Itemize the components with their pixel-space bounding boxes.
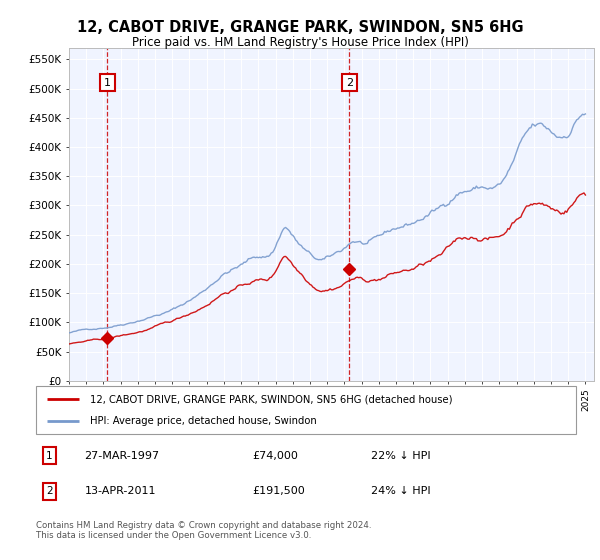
- Text: 1: 1: [104, 78, 111, 87]
- Text: £74,000: £74,000: [252, 451, 298, 461]
- Text: 13-APR-2011: 13-APR-2011: [85, 486, 156, 496]
- Text: £191,500: £191,500: [252, 486, 305, 496]
- Text: Contains HM Land Registry data © Crown copyright and database right 2024.
This d: Contains HM Land Registry data © Crown c…: [36, 521, 371, 540]
- Text: 12, CABOT DRIVE, GRANGE PARK, SWINDON, SN5 6HG: 12, CABOT DRIVE, GRANGE PARK, SWINDON, S…: [77, 20, 523, 35]
- Text: 1: 1: [46, 451, 53, 461]
- Text: 22% ↓ HPI: 22% ↓ HPI: [371, 451, 430, 461]
- Text: 27-MAR-1997: 27-MAR-1997: [85, 451, 160, 461]
- Text: HPI: Average price, detached house, Swindon: HPI: Average price, detached house, Swin…: [90, 416, 317, 426]
- FancyBboxPatch shape: [36, 386, 576, 434]
- Text: 2: 2: [46, 486, 53, 496]
- Text: 12, CABOT DRIVE, GRANGE PARK, SWINDON, SN5 6HG (detached house): 12, CABOT DRIVE, GRANGE PARK, SWINDON, S…: [90, 394, 452, 404]
- Text: Price paid vs. HM Land Registry's House Price Index (HPI): Price paid vs. HM Land Registry's House …: [131, 36, 469, 49]
- Text: 2: 2: [346, 78, 353, 87]
- Text: 24% ↓ HPI: 24% ↓ HPI: [371, 486, 430, 496]
